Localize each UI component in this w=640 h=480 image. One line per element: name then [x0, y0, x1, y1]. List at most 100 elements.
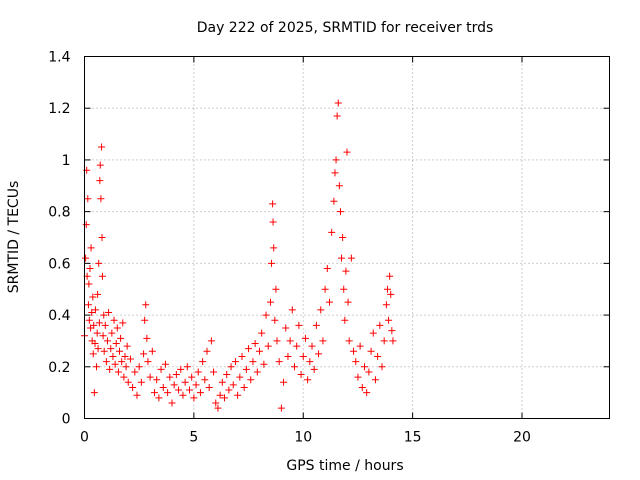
data-point: [332, 156, 340, 164]
data-point: [118, 358, 126, 366]
data-point: [247, 376, 255, 384]
data-point: [166, 373, 174, 381]
data-point: [304, 376, 312, 384]
data-point: [350, 347, 358, 355]
data-point: [90, 389, 98, 397]
data-point: [126, 355, 134, 363]
data-point: [376, 321, 384, 329]
y-tick-label: 1: [62, 153, 71, 169]
data-point: [380, 337, 388, 345]
data-point: [137, 378, 145, 386]
data-point: [146, 373, 154, 381]
data-point: [333, 112, 341, 120]
data-point: [119, 319, 127, 327]
data-point: [277, 404, 285, 412]
data-point: [234, 391, 242, 399]
data-point: [142, 301, 150, 309]
data-point: [143, 334, 151, 342]
data-point: [383, 285, 391, 293]
data-point: [270, 244, 278, 252]
data-point: [260, 360, 268, 368]
data-point: [253, 368, 261, 376]
data-point: [288, 306, 296, 314]
data-point: [297, 371, 305, 379]
data-point: [100, 311, 108, 319]
data-point: [157, 365, 165, 373]
data-point: [164, 389, 172, 397]
data-point: [242, 365, 250, 373]
data-point: [129, 383, 137, 391]
data-point: [293, 342, 301, 350]
data-point: [96, 161, 104, 169]
data-point: [86, 265, 94, 273]
data-point: [345, 337, 353, 345]
data-point: [251, 340, 259, 348]
data-point: [135, 363, 143, 371]
data-point: [87, 244, 95, 252]
data-point: [196, 389, 204, 397]
data-point: [179, 391, 187, 399]
data-point: [95, 319, 103, 327]
data-point: [343, 148, 351, 156]
data-point: [212, 399, 220, 407]
data-point: [317, 306, 325, 314]
data-point: [131, 368, 139, 376]
data-point: [133, 391, 141, 399]
data-point: [116, 347, 123, 355]
data-point: [326, 298, 333, 306]
data-point: [363, 389, 371, 397]
data-point: [103, 337, 111, 345]
data-point: [91, 340, 99, 348]
data-point: [144, 358, 152, 366]
data-point: [356, 342, 364, 350]
data-point: [236, 373, 244, 381]
data-point: [91, 306, 99, 314]
data-point: [123, 342, 131, 350]
data-point: [194, 368, 202, 376]
data-point: [148, 347, 156, 355]
data-point: [286, 337, 294, 345]
data-point: [344, 298, 352, 306]
data-point: [221, 394, 228, 402]
data-point: [340, 285, 348, 293]
data-point: [280, 378, 288, 386]
data-point: [190, 394, 198, 402]
data-point: [231, 358, 239, 366]
data-point: [111, 360, 119, 368]
axis-ticks: 0 5 10 15 20 0 0.2 0.4 0.6 0.8 1 1.2 1.4: [48, 50, 610, 446]
data-point: [258, 329, 266, 337]
data-point: [312, 321, 320, 329]
y-tick-label: 1.4: [48, 50, 70, 66]
data-point: [336, 208, 344, 216]
data-point: [365, 368, 373, 376]
data-point: [177, 365, 185, 373]
data-point: [93, 363, 101, 371]
x-tick-label: 15: [404, 430, 422, 446]
data-point: [319, 337, 327, 345]
x-tick-label: 0: [80, 430, 89, 446]
data-point: [85, 316, 93, 324]
data-point: [249, 358, 257, 366]
data-point: [155, 394, 163, 402]
y-tick-label: 0.8: [48, 205, 70, 221]
data-point: [94, 290, 102, 298]
data-point: [238, 352, 246, 360]
data-point: [108, 329, 116, 337]
data-point: [335, 182, 343, 190]
data-point: [89, 293, 97, 301]
data-point: [361, 363, 368, 371]
data-point: [97, 195, 105, 203]
data-point: [308, 342, 316, 350]
data-point: [82, 254, 90, 262]
data-point: [330, 197, 338, 205]
x-tick-label: 5: [189, 430, 198, 446]
data-point: [295, 321, 303, 329]
data-point: [266, 298, 274, 306]
data-point: [102, 358, 110, 366]
data-point: [386, 272, 394, 280]
data-point: [338, 254, 346, 262]
data-point: [172, 371, 180, 379]
data-point: [282, 324, 290, 332]
data-point: [210, 368, 218, 376]
